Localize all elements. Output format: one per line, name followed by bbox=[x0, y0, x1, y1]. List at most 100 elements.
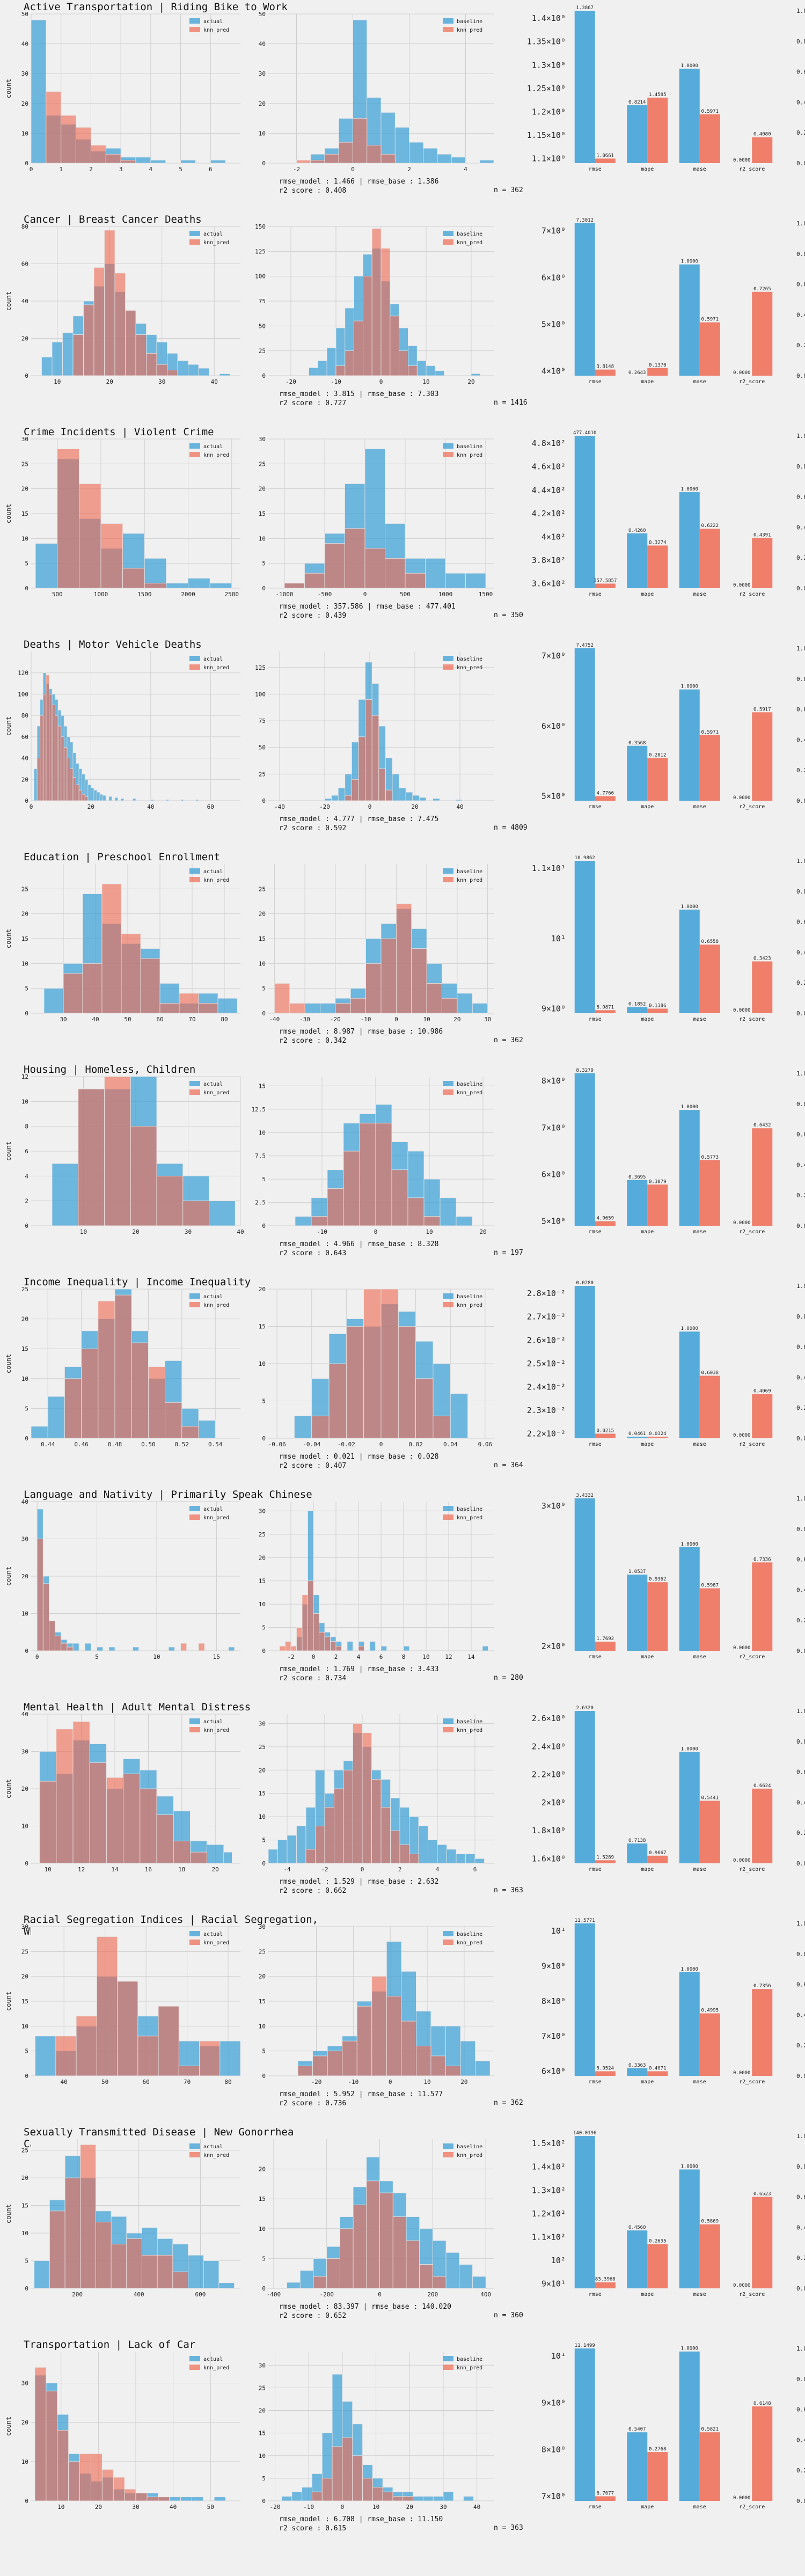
metric-model-bar-r2_score bbox=[752, 1394, 773, 1438]
row-4: Deaths | Motor Vehicle Deaths count 0 20 40 6… bbox=[0, 638, 805, 850]
hist-bar-series2 bbox=[156, 364, 167, 376]
metric-model-bar-rmse bbox=[595, 1860, 616, 1863]
metric-right-tick-label: 0.6 bbox=[796, 2194, 805, 2201]
row-title: Active Transportation | Riding Bike to W… bbox=[24, 1, 288, 13]
residual-legend-label1: baseline bbox=[457, 1081, 482, 1087]
metric-baseline-bar-mape bbox=[627, 105, 648, 163]
residual-plot-bg bbox=[268, 2352, 494, 2501]
row-title: Transportation | Lack of Car bbox=[24, 2339, 196, 2351]
metric-model-bar-rmse bbox=[595, 158, 616, 163]
hist-bar-series2 bbox=[114, 273, 126, 376]
hist-ytick-label: 20 bbox=[21, 1785, 28, 1792]
metric-model-value-label: 0.7265 bbox=[753, 287, 771, 292]
hist-bar-series2 bbox=[49, 694, 53, 801]
residual-bar-series1 bbox=[445, 2252, 460, 2289]
residual-xtick-label: -40 bbox=[274, 803, 285, 810]
residual-bar-series2 bbox=[402, 2496, 413, 2501]
residual-ytick-label: 5 bbox=[262, 985, 266, 992]
hist-bar-series2 bbox=[96, 1936, 118, 2076]
metric-baseline-bar-mase bbox=[679, 1972, 700, 2076]
residual-bar-series2 bbox=[345, 350, 354, 376]
metric-category-label: r2_score bbox=[739, 1229, 765, 1235]
metric-category-label: mape bbox=[641, 2079, 654, 2085]
residual-xtick-label: 20 bbox=[453, 1016, 460, 1023]
residual-xtick-label: -200 bbox=[319, 2291, 334, 2298]
residual-bar-series2 bbox=[345, 528, 365, 589]
residual-ytick-label: 20 bbox=[259, 2407, 266, 2414]
metric-left-tick-label: 10¹ bbox=[551, 2351, 566, 2361]
residual-bar-series1 bbox=[392, 773, 400, 801]
hist-xtick-label: 40 bbox=[237, 1228, 244, 1235]
residual-bar-series2 bbox=[396, 903, 412, 1014]
residual-bar-series1 bbox=[394, 127, 409, 164]
hist-bar-series2 bbox=[181, 1426, 199, 1439]
residual-ytick-label: 15 bbox=[259, 1323, 266, 1330]
hist-ytick-label: 20 bbox=[21, 911, 28, 918]
residual-bar-series1 bbox=[459, 2264, 473, 2289]
residual-xtick-label: 10 bbox=[372, 2504, 379, 2511]
residual-bar-series2 bbox=[340, 2228, 354, 2289]
residual-bar-series2 bbox=[371, 1779, 382, 1864]
metric-right-tick-label: 0.0 bbox=[796, 1648, 805, 1655]
metric-baseline-value-label: 0.0280 bbox=[576, 1280, 594, 1286]
hist-bar-series2 bbox=[140, 1788, 157, 1864]
residual-ytick-label: 10 bbox=[259, 1813, 266, 1820]
hist-legend-swatch1 bbox=[189, 868, 200, 874]
metric-category-label: mase bbox=[693, 1867, 706, 1872]
hist-panel: 10 12 14 16 18 20 0 10 20 30 40 actual knn_pred bbox=[21, 1711, 240, 1873]
metric-model-bar-mase bbox=[699, 1801, 720, 1863]
metric-model-bar-mase bbox=[699, 529, 720, 588]
residual-bar-series2 bbox=[401, 2021, 416, 2076]
hist-ytick-label: 10 bbox=[21, 130, 28, 137]
metric-model-value-label: 0.1370 bbox=[649, 363, 667, 368]
hist-ytick-label: 20 bbox=[21, 100, 28, 107]
metric-model-value-label: 0.3423 bbox=[753, 956, 771, 961]
metric-left-tick-label: 7×10⁰ bbox=[541, 226, 566, 236]
residual-bar-series1 bbox=[465, 573, 486, 589]
sample-count: n = 362 bbox=[494, 1036, 523, 1044]
residual-ytick-label: 20 bbox=[259, 2166, 266, 2173]
residual-bar-series1 bbox=[474, 1858, 485, 1864]
residual-bar-series1 bbox=[304, 1003, 320, 1014]
hist-ylabel: count bbox=[5, 1354, 12, 1373]
hist-ylabel: count bbox=[5, 1567, 12, 1586]
hist-ytick-label: 12 bbox=[21, 1073, 28, 1080]
metric-left-tick-label: 10¹ bbox=[551, 1926, 566, 1936]
row-figure: count 10 20 30 40 0 2 4 6 8 10 12 actual knn_pred -10 0… bbox=[5, 1068, 805, 1235]
residual-legend-swatch1 bbox=[443, 1718, 453, 1724]
hist-bar-series1 bbox=[198, 1420, 216, 1439]
hist-ytick-label: 10 bbox=[21, 2458, 28, 2465]
residual-bar-series2 bbox=[324, 543, 345, 589]
hist-bar-series2 bbox=[198, 1643, 205, 1651]
residual-ytick-label: 0 bbox=[262, 1223, 266, 1230]
hist-bar-series2 bbox=[96, 2222, 112, 2289]
hist-bar-series2 bbox=[68, 2461, 80, 2501]
residual-bar-series2 bbox=[324, 153, 339, 164]
hist-legend-swatch2 bbox=[189, 1940, 200, 1945]
hist-xtick-label: 60 bbox=[142, 2079, 149, 2085]
hist-bar-series2 bbox=[106, 1777, 123, 1864]
hist-ytick-label: 20 bbox=[21, 2419, 28, 2426]
hist-bar-series2 bbox=[46, 675, 49, 801]
residual-bar-series2 bbox=[315, 1826, 325, 1864]
hist-legend-label2: knn_pred bbox=[203, 1302, 229, 1308]
hist-bar-series1 bbox=[52, 1163, 79, 1226]
metric-model-bar-mape bbox=[647, 2071, 668, 2076]
metric-panel: 1.1×10⁰ 1.15×10⁰ 1.2×10⁰ 1.25×10⁰ 1.3×10⁰ 1.3… bbox=[527, 5, 805, 172]
hist-bar-series2 bbox=[111, 2244, 127, 2289]
hist-bar-series2 bbox=[82, 794, 85, 801]
hist-xtick-label: 40 bbox=[147, 803, 154, 810]
hist-panel: 0.44 0.46 0.48 0.50 0.52 0.54 0 5 10 15 20 25 actual… bbox=[21, 1286, 240, 1448]
residual-bar-series1 bbox=[422, 2496, 434, 2501]
metric-category-label: mase bbox=[693, 166, 706, 172]
metric-category-label: mape bbox=[641, 1229, 654, 1235]
hist-bar-series2 bbox=[167, 370, 178, 376]
metric-left-tick-label: 2.5×10⁻² bbox=[527, 1359, 566, 1368]
residual-bar-series2 bbox=[430, 2055, 446, 2076]
residual-ytick-label: 10 bbox=[259, 130, 266, 137]
residual-xtick-label: 0 bbox=[312, 1653, 316, 1660]
metric-right-tick-label: 1.0 bbox=[796, 645, 805, 652]
hist-bar-series2 bbox=[142, 2255, 158, 2289]
hist-bar-series2 bbox=[113, 2477, 125, 2501]
